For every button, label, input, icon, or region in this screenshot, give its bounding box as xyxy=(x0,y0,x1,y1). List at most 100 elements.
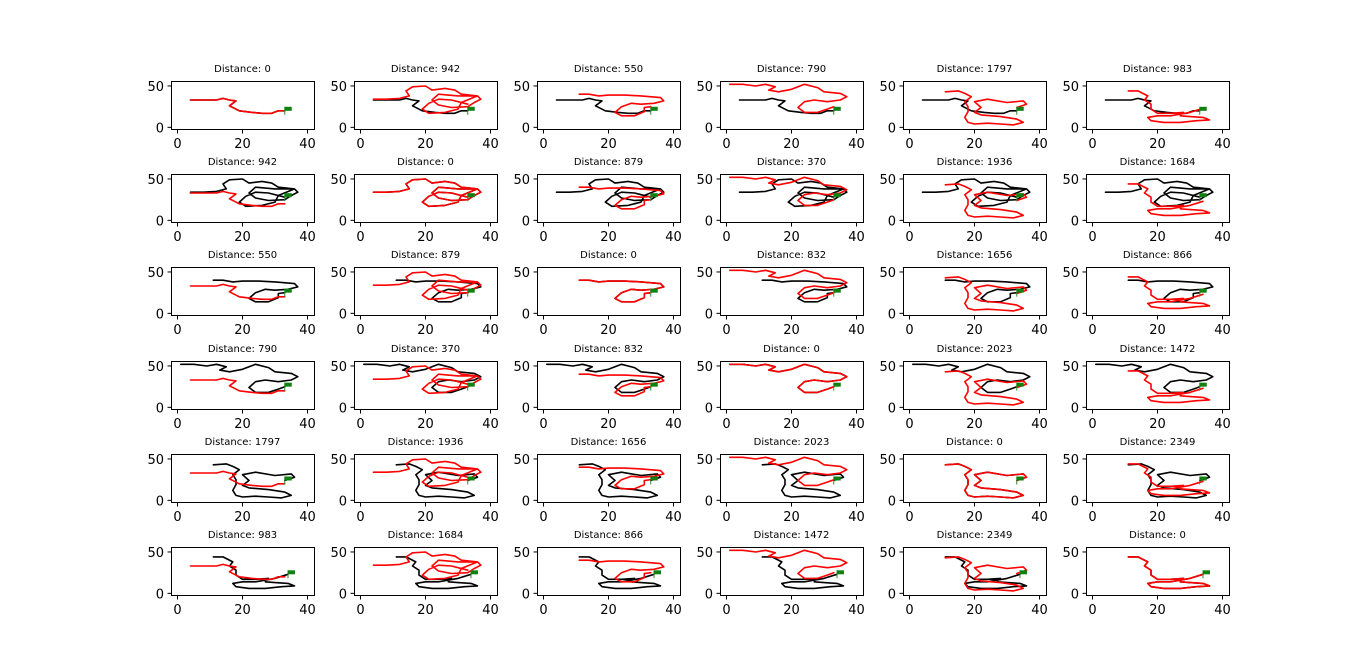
x-tick-label: 40 xyxy=(665,417,682,432)
subplot-title: Distance: 879 xyxy=(391,250,460,261)
y-tick-label: 0 xyxy=(339,494,347,509)
goal-flag-icon xyxy=(1020,570,1027,575)
y-tick-label: 0 xyxy=(522,307,530,322)
subplot-title: Distance: 370 xyxy=(391,344,460,355)
subplot-title: Distance: 1684 xyxy=(1120,157,1196,168)
x-tick-label: 20 xyxy=(234,137,251,152)
subplot-panel: Distance: 0 0 20 40 0 50 xyxy=(330,157,498,245)
x-tick-label: 40 xyxy=(1214,137,1231,152)
reference-path-line xyxy=(1127,90,1211,124)
reference-path-line xyxy=(728,363,848,394)
x-tick-label: 40 xyxy=(665,137,682,152)
subplot-title: Distance: 832 xyxy=(574,344,643,355)
x-tick-label: 20 xyxy=(1149,323,1166,338)
y-tick-label: 50 xyxy=(147,546,164,561)
x-tick-label: 40 xyxy=(848,323,865,338)
subplot-title: Distance: 2023 xyxy=(754,437,830,448)
reference-path-line xyxy=(728,549,848,580)
x-tick-label: 20 xyxy=(417,603,434,618)
goal-flag-icon xyxy=(1016,382,1024,387)
y-tick-label: 50 xyxy=(1062,360,1079,375)
subplot-panel: Distance: 1936 0 20 40 0 50 xyxy=(330,437,498,525)
goal-flag-icon xyxy=(650,476,658,481)
x-tick-label: 40 xyxy=(482,323,499,338)
subplot-title: Distance: 1472 xyxy=(1120,344,1196,355)
subplot-title: Distance: 1472 xyxy=(754,530,830,541)
goal-flag-icon xyxy=(467,193,475,198)
goal-flag-icon xyxy=(284,476,292,481)
subplot-title: Distance: 2349 xyxy=(937,530,1013,541)
goal-flag-icon xyxy=(654,570,661,575)
reference-path-line xyxy=(944,370,1028,406)
x-tick-label: 40 xyxy=(482,603,499,618)
goal-flag-icon xyxy=(288,570,295,575)
y-tick-label: 0 xyxy=(156,587,164,602)
subplot-panel: Distance: 1656 0 20 40 0 50 xyxy=(513,437,681,525)
x-tick-label: 20 xyxy=(966,137,983,152)
y-tick-label: 50 xyxy=(513,453,530,468)
reference-path-line xyxy=(1127,463,1211,497)
subplot-panel: Distance: 866 0 20 40 0 50 xyxy=(1062,250,1230,338)
y-tick-label: 0 xyxy=(888,587,896,602)
reference-path-line xyxy=(1127,276,1211,310)
goal-flag-icon xyxy=(650,193,658,198)
compare-path-line xyxy=(738,97,835,115)
x-tick-label: 0 xyxy=(173,417,181,432)
x-tick-label: 40 xyxy=(848,417,865,432)
x-tick-label: 40 xyxy=(299,230,316,245)
reference-path-line xyxy=(1127,183,1211,217)
reference-path-line xyxy=(578,466,665,490)
x-tick-label: 0 xyxy=(539,510,547,525)
y-tick-label: 50 xyxy=(147,453,164,468)
y-tick-label: 50 xyxy=(147,266,164,281)
reference-path-line xyxy=(578,559,665,583)
subplot-title: Distance: 942 xyxy=(208,157,277,168)
goal-flag-icon xyxy=(1199,382,1207,387)
subplot-panel: Distance: 1472 0 20 40 0 50 xyxy=(696,530,864,618)
reference-path-line xyxy=(728,269,848,300)
x-tick-label: 0 xyxy=(539,417,547,432)
x-tick-label: 40 xyxy=(482,510,499,525)
x-tick-label: 0 xyxy=(905,137,913,152)
compare-path-line xyxy=(189,178,299,208)
subplot-panel: Distance: 0 0 20 40 0 50 xyxy=(1062,530,1230,618)
x-tick-label: 40 xyxy=(482,417,499,432)
x-tick-label: 0 xyxy=(1088,417,1096,432)
x-tick-label: 40 xyxy=(1031,137,1048,152)
subplot-panel: Distance: 879 0 20 40 0 50 xyxy=(330,250,498,338)
x-tick-label: 20 xyxy=(1149,510,1166,525)
goal-flag-icon xyxy=(650,106,658,111)
x-tick-label: 20 xyxy=(417,323,434,338)
goal-flag-icon xyxy=(1199,288,1207,293)
subplot-title: Distance: 2349 xyxy=(1120,437,1196,448)
y-tick-label: 50 xyxy=(513,173,530,188)
y-tick-label: 50 xyxy=(696,80,713,95)
x-tick-label: 40 xyxy=(1214,417,1231,432)
goal-flag-icon xyxy=(471,570,478,575)
reference-path-line xyxy=(728,456,848,487)
x-tick-label: 0 xyxy=(356,510,364,525)
y-tick-label: 0 xyxy=(156,494,164,509)
x-tick-label: 0 xyxy=(722,137,730,152)
x-tick-label: 40 xyxy=(665,230,682,245)
x-tick-label: 20 xyxy=(783,510,800,525)
reference-path-line xyxy=(578,93,665,117)
y-tick-label: 50 xyxy=(330,266,347,281)
y-tick-label: 50 xyxy=(147,80,164,95)
goal-flag-icon xyxy=(467,382,475,387)
subplot-title: Distance: 790 xyxy=(757,64,826,75)
reference-path-line xyxy=(944,556,1028,592)
subplot-title: Distance: 1936 xyxy=(388,437,464,448)
compare-path-line xyxy=(578,556,662,590)
subplot-panel: Distance: 2023 0 20 40 0 50 xyxy=(696,437,864,525)
compare-path-line xyxy=(1104,178,1214,208)
subplot-panel: Distance: 832 0 20 40 0 50 xyxy=(696,250,864,338)
x-tick-label: 20 xyxy=(783,603,800,618)
x-tick-label: 0 xyxy=(722,510,730,525)
x-tick-label: 20 xyxy=(600,603,617,618)
reference-path-line xyxy=(578,373,665,397)
subplot-panel: Distance: 1797 0 20 40 0 50 xyxy=(147,437,315,525)
x-tick-label: 20 xyxy=(783,230,800,245)
y-tick-label: 50 xyxy=(696,453,713,468)
y-tick-label: 50 xyxy=(513,266,530,281)
